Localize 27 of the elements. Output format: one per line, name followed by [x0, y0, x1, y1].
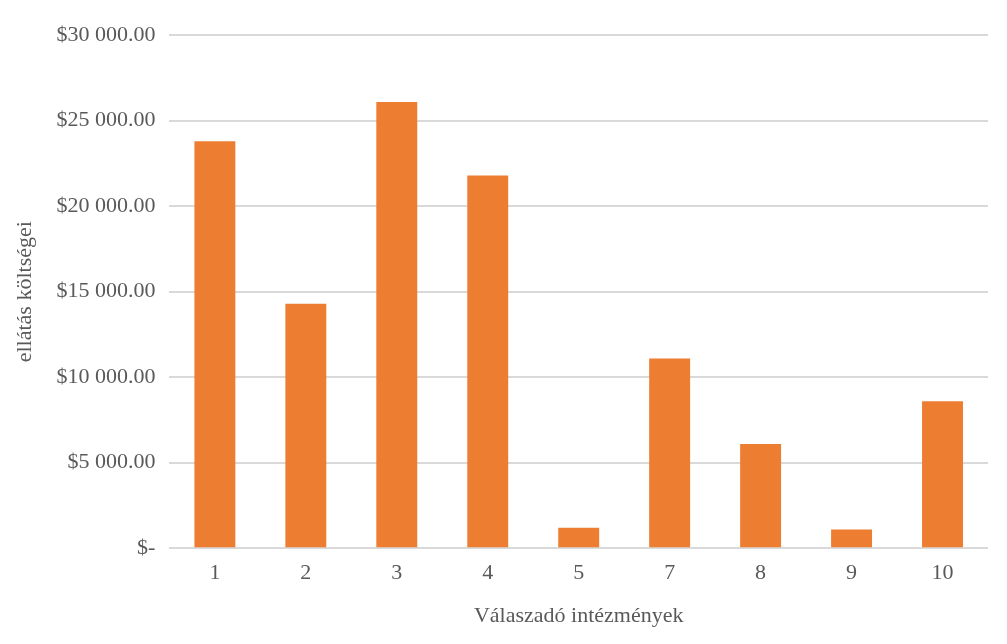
x-tick-label: 10 [931, 559, 954, 585]
x-tick-label: 3 [391, 559, 403, 585]
y-tick-label: $10 000.00 [56, 362, 156, 388]
bar [831, 529, 873, 548]
x-tick-label: 4 [482, 559, 494, 585]
bar [194, 141, 236, 548]
y-tick-label: $- [137, 533, 156, 559]
x-tick-label: 5 [573, 559, 585, 585]
bar [285, 303, 327, 548]
bar [649, 358, 691, 548]
x-tick-label: 7 [664, 559, 676, 585]
bar [740, 443, 782, 548]
x-tick-label: 2 [300, 559, 312, 585]
y-tick-label: $25 000.00 [56, 106, 156, 132]
x-tick-label: 1 [209, 559, 221, 585]
y-axis-title: ellátás költségei [10, 221, 36, 363]
bar [922, 401, 963, 548]
bar [376, 101, 418, 548]
bar [558, 527, 600, 548]
y-tick-label: $30 000.00 [56, 20, 156, 46]
x-axis-title: Válaszadó intézmények [473, 601, 684, 627]
x-tick-label: 8 [755, 559, 767, 585]
bar [467, 175, 509, 548]
y-tick-label: $20 000.00 [56, 191, 156, 217]
y-tick-label: $15 000.00 [56, 277, 156, 303]
y-tick-label: $5 000.00 [67, 448, 156, 474]
x-tick-label: 9 [846, 559, 858, 585]
